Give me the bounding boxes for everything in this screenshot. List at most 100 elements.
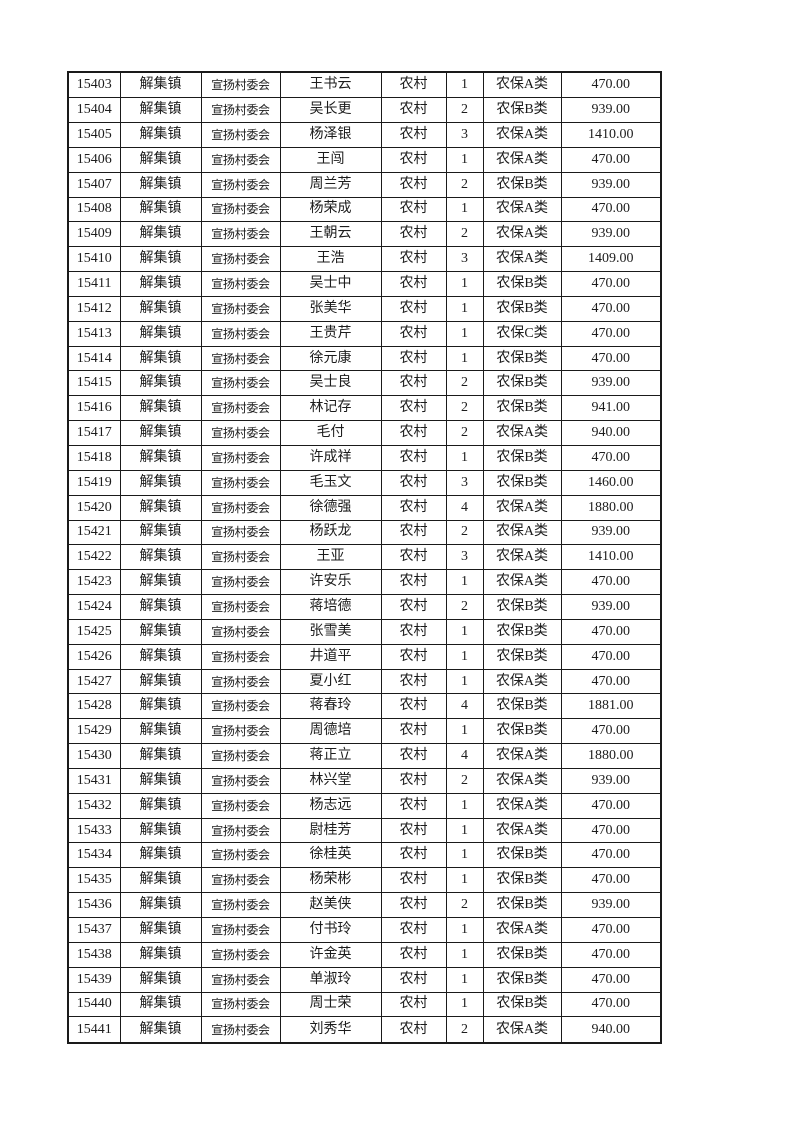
cell-amount: 1409.00 xyxy=(560,246,662,273)
cell-town: 解集镇 xyxy=(119,594,202,620)
cell-amount: 470.00 xyxy=(560,991,662,1018)
cell-household-category: 农村 xyxy=(380,221,447,248)
cell-town: 解集镇 xyxy=(119,370,202,397)
cell-person-count: 1 xyxy=(445,295,484,322)
cell-town: 解集镇 xyxy=(119,171,202,198)
cell-town: 解集镇 xyxy=(119,271,202,297)
cell-person-name: 许成祥 xyxy=(279,444,382,471)
cell-town: 解集镇 xyxy=(119,743,202,769)
cell-household-category: 农村 xyxy=(380,122,447,148)
table-row: 15441 解集镇 宣扬村委会 刘秀华 农村 2 农保A类 940.00 xyxy=(67,1016,662,1044)
cell-village-committee: 宣扬村委会 xyxy=(200,494,281,521)
cell-person-name: 夏小红 xyxy=(279,668,382,695)
cell-person-count: 1 xyxy=(445,71,484,99)
table-row: 15428 解集镇 宣扬村委会 蒋春玲 农村 4 农保B类 1881.00 xyxy=(67,693,662,720)
cell-insurance-type: 农保B类 xyxy=(482,171,562,198)
cell-household-category: 农村 xyxy=(380,494,447,521)
cell-town: 解集镇 xyxy=(119,867,202,894)
cell-household-category: 农村 xyxy=(380,892,447,919)
cell-person-name: 杨泽银 xyxy=(279,122,382,148)
cell-insurance-type: 农保A类 xyxy=(482,420,562,446)
cell-serial-number: 15414 xyxy=(67,345,121,372)
cell-household-category: 农村 xyxy=(380,842,447,869)
cell-serial-number: 15420 xyxy=(67,494,121,521)
cell-town: 解集镇 xyxy=(119,618,202,645)
cell-town: 解集镇 xyxy=(119,767,202,794)
cell-insurance-type: 农保B类 xyxy=(482,295,562,322)
cell-insurance-type: 农保B类 xyxy=(482,643,562,670)
cell-person-count: 4 xyxy=(445,494,484,521)
cell-person-name: 蒋培德 xyxy=(279,594,382,620)
cell-serial-number: 15438 xyxy=(67,941,121,968)
cell-insurance-type: 农保A类 xyxy=(482,196,562,223)
cell-village-committee: 宣扬村委会 xyxy=(200,370,281,397)
cell-town: 解集镇 xyxy=(119,444,202,471)
cell-town: 解集镇 xyxy=(119,892,202,919)
table-row: 15403 解集镇 宣扬村委会 王书云 农村 1 农保A类 470.00 xyxy=(67,71,662,99)
cell-person-count: 3 xyxy=(445,544,484,571)
table-row: 15435 解集镇 宣扬村委会 杨荣彬 农村 1 农保B类 470.00 xyxy=(67,867,662,894)
cell-insurance-type: 农保A类 xyxy=(482,122,562,148)
cell-household-category: 农村 xyxy=(380,569,447,596)
cell-serial-number: 15423 xyxy=(67,569,121,596)
cell-village-committee: 宣扬村委会 xyxy=(200,991,281,1018)
cell-serial-number: 15413 xyxy=(67,320,121,347)
cell-village-committee: 宣扬村委会 xyxy=(200,97,281,124)
cell-household-category: 农村 xyxy=(380,345,447,372)
cell-village-committee: 宣扬村委会 xyxy=(200,892,281,919)
cell-person-count: 1 xyxy=(445,941,484,968)
cell-person-name: 吴士中 xyxy=(279,271,382,297)
cell-person-name: 林兴堂 xyxy=(279,767,382,794)
cell-household-category: 农村 xyxy=(380,966,447,993)
table-row: 15405 解集镇 宣扬村委会 杨泽银 农村 3 农保A类 1410.00 xyxy=(67,122,662,148)
table-row: 15410 解集镇 宣扬村委会 王浩 农村 3 农保A类 1409.00 xyxy=(67,246,662,273)
table-row: 15434 解集镇 宣扬村委会 徐桂英 农村 1 农保B类 470.00 xyxy=(67,842,662,869)
cell-amount: 470.00 xyxy=(560,146,662,173)
table-row: 15404 解集镇 宣扬村委会 吴长更 农村 2 农保B类 939.00 xyxy=(67,97,662,124)
table-row: 15421 解集镇 宣扬村委会 杨跃龙 农村 2 农保A类 939.00 xyxy=(67,519,662,546)
cell-village-committee: 宣扬村委会 xyxy=(200,618,281,645)
cell-amount: 470.00 xyxy=(560,817,662,844)
cell-person-name: 王闯 xyxy=(279,146,382,173)
cell-town: 解集镇 xyxy=(119,792,202,819)
cell-household-category: 农村 xyxy=(380,395,447,422)
cell-village-committee: 宣扬村委会 xyxy=(200,469,281,496)
cell-town: 解集镇 xyxy=(119,221,202,248)
cell-household-category: 农村 xyxy=(380,817,447,844)
cell-household-category: 农村 xyxy=(380,295,447,322)
cell-amount: 941.00 xyxy=(560,395,662,422)
cell-amount: 470.00 xyxy=(560,345,662,372)
cell-serial-number: 15403 xyxy=(67,71,121,99)
cell-serial-number: 15432 xyxy=(67,792,121,819)
cell-insurance-type: 农保B类 xyxy=(482,97,562,124)
cell-insurance-type: 农保B类 xyxy=(482,991,562,1018)
cell-insurance-type: 农保B类 xyxy=(482,842,562,869)
cell-household-category: 农村 xyxy=(380,97,447,124)
cell-town: 解集镇 xyxy=(119,917,202,943)
cell-village-committee: 宣扬村委会 xyxy=(200,146,281,173)
cell-village-committee: 宣扬村委会 xyxy=(200,966,281,993)
cell-town: 解集镇 xyxy=(119,817,202,844)
cell-household-category: 农村 xyxy=(380,196,447,223)
cell-village-committee: 宣扬村委会 xyxy=(200,345,281,372)
cell-serial-number: 15405 xyxy=(67,122,121,148)
cell-person-count: 2 xyxy=(445,767,484,794)
cell-amount: 470.00 xyxy=(560,618,662,645)
table-row: 15431 解集镇 宣扬村委会 林兴堂 农村 2 农保A类 939.00 xyxy=(67,767,662,794)
cell-person-count: 1 xyxy=(445,569,484,596)
table-row: 15417 解集镇 宣扬村委会 毛付 农村 2 农保A类 940.00 xyxy=(67,420,662,446)
cell-insurance-type: 农保B类 xyxy=(482,966,562,993)
table-row: 15430 解集镇 宣扬村委会 蒋正立 农村 4 农保A类 1880.00 xyxy=(67,743,662,769)
cell-person-name: 吴长更 xyxy=(279,97,382,124)
cell-amount: 939.00 xyxy=(560,97,662,124)
cell-insurance-type: 农保A类 xyxy=(482,792,562,819)
cell-person-name: 单淑玲 xyxy=(279,966,382,993)
cell-village-committee: 宣扬村委会 xyxy=(200,594,281,620)
cell-village-committee: 宣扬村委会 xyxy=(200,71,281,99)
cell-person-count: 1 xyxy=(445,668,484,695)
cell-town: 解集镇 xyxy=(119,544,202,571)
cell-insurance-type: 农保B类 xyxy=(482,867,562,894)
cell-person-count: 2 xyxy=(445,370,484,397)
cell-insurance-type: 农保A类 xyxy=(482,767,562,794)
cell-amount: 939.00 xyxy=(560,767,662,794)
